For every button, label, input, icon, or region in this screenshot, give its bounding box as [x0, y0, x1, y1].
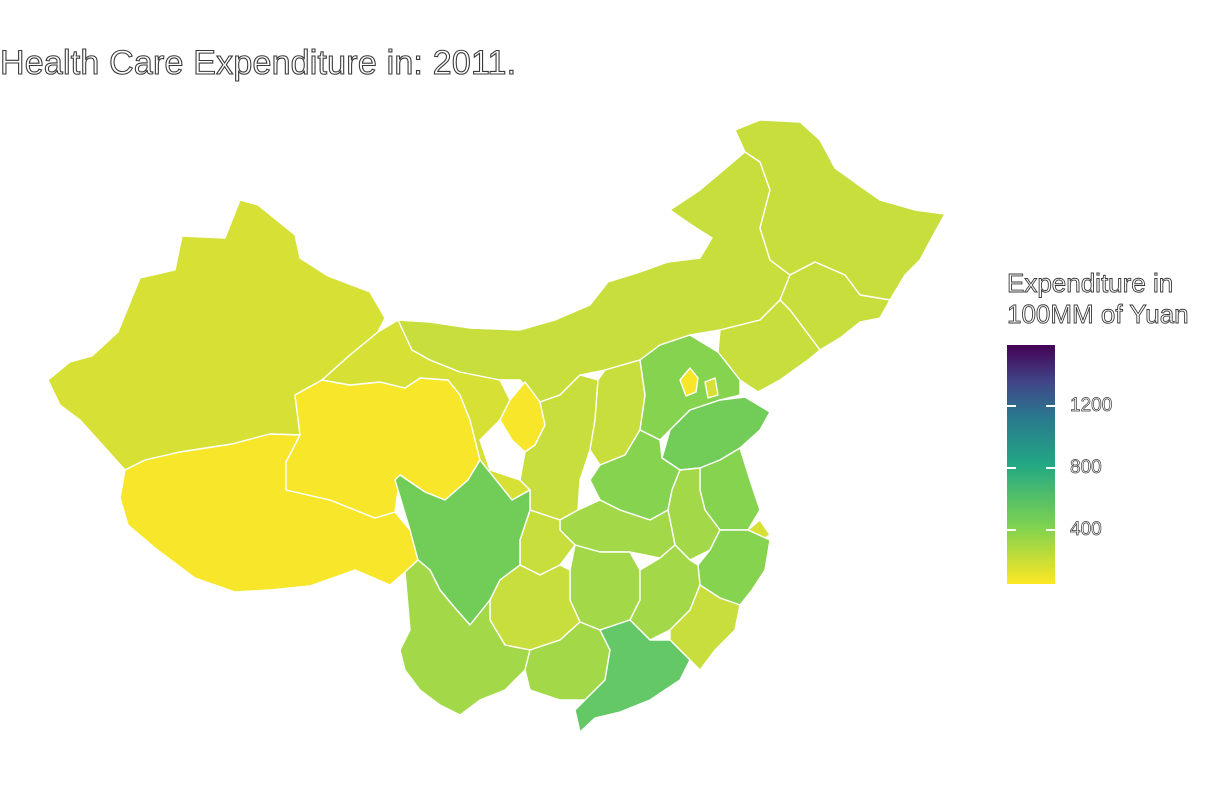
legend-tick-label-800: 800 — [1070, 457, 1102, 479]
legend-title-line1: Expenditure in — [1007, 268, 1174, 299]
region-beijing — [679, 367, 699, 397]
region-guangdong — [574, 619, 691, 733]
china-choropleth-map — [47, 119, 946, 733]
region-heilongjiang — [734, 119, 946, 301]
legend-colorbar — [1007, 345, 1055, 584]
legend-tick-label-1200: 1200 — [1070, 395, 1113, 417]
region-hunan — [569, 544, 641, 631]
legend-title-line2: 100MM of Yuan — [1007, 299, 1190, 330]
map-title: Health Care Expenditure in: 2011. — [0, 43, 517, 82]
legend-tick-label-400: 400 — [1070, 519, 1102, 541]
region-tianjin — [704, 377, 719, 399]
region-fujian — [669, 584, 741, 671]
legend-title: Expenditure in 100MM of Yuan — [1007, 268, 1190, 330]
